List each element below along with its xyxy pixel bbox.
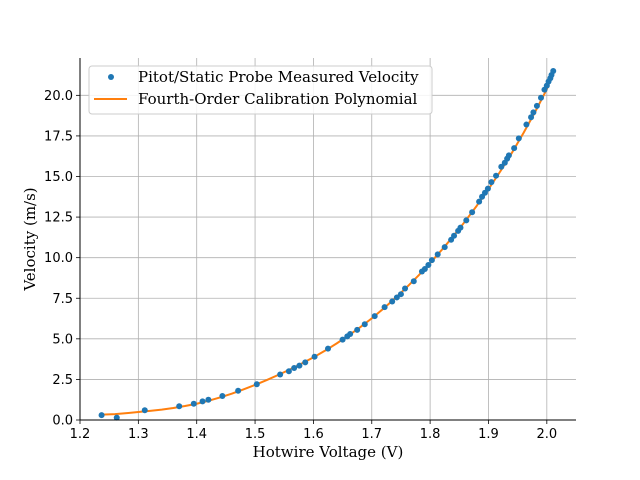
- measured-velocity-point: [325, 345, 331, 352]
- y-tick-label: 10.0: [44, 251, 73, 266]
- measured-velocity-point: [361, 321, 368, 328]
- y-axis-label: Velocity (m/s): [21, 187, 39, 291]
- measured-velocity-point: [302, 359, 309, 366]
- legend-marker-points: [108, 74, 114, 80]
- measured-velocity-point: [393, 294, 400, 301]
- measured-velocity-point: [511, 145, 518, 152]
- points-layer: [98, 67, 557, 421]
- measured-velocity-point: [219, 392, 226, 399]
- measured-velocity-point: [311, 353, 318, 360]
- measured-velocity-point: [389, 298, 396, 305]
- measured-velocity-point: [428, 257, 435, 264]
- measured-velocity-point: [291, 365, 298, 372]
- x-tick-label: 1.3: [128, 427, 149, 442]
- y-tick-label: 12.5: [44, 211, 73, 226]
- legend: Pitot/Static Probe Measured Velocity Fou…: [88, 65, 433, 115]
- legend-entry-measured: Pitot/Static Probe Measured Velocity: [138, 68, 419, 86]
- measured-velocity-point: [205, 396, 212, 403]
- measured-velocity-point: [425, 261, 432, 268]
- measured-velocity-point: [463, 217, 470, 224]
- measured-velocity-point: [530, 109, 537, 116]
- x-tick-label: 1.7: [361, 427, 382, 442]
- measured-velocity-point: [354, 326, 361, 333]
- measured-velocity-point: [515, 135, 522, 142]
- y-tick-label: 17.5: [44, 129, 73, 144]
- y-tick-label: 0.0: [52, 414, 73, 429]
- measured-velocity-point: [484, 185, 491, 192]
- measured-velocity-point: [253, 381, 260, 388]
- x-tick-label: 1.4: [186, 427, 207, 442]
- measured-velocity-point: [235, 387, 242, 394]
- measured-velocity-point: [498, 163, 505, 170]
- measured-velocity-point: [402, 285, 409, 292]
- measured-velocity-point: [410, 278, 417, 285]
- x-tick-label: 2.0: [536, 427, 557, 442]
- measured-velocity-point: [505, 152, 512, 159]
- x-tick-label: 1.8: [420, 427, 441, 442]
- measured-velocity-point: [457, 224, 464, 231]
- measured-velocity-point: [176, 403, 183, 410]
- measured-velocity-point: [397, 291, 404, 298]
- measured-velocity-point: [441, 244, 448, 251]
- measured-velocity-point: [296, 362, 303, 369]
- axes: [79, 58, 576, 421]
- x-tick-label: 1.9: [478, 427, 499, 442]
- legend-entry-polynomial: Fourth-Order Calibration Polynomial: [138, 90, 418, 108]
- measured-velocity-point: [98, 412, 105, 419]
- measured-velocity-point: [451, 232, 458, 239]
- y-tick-label: 15.0: [44, 170, 73, 185]
- x-tick-label: 1.2: [70, 427, 91, 442]
- y-tick-label: 7.5: [52, 292, 73, 307]
- measured-velocity-point: [277, 371, 284, 378]
- x-tick-label: 1.6: [303, 427, 324, 442]
- measured-velocity-point: [347, 330, 354, 337]
- measured-velocity-point: [421, 266, 428, 273]
- measured-velocity-point: [113, 414, 120, 421]
- measured-velocity-point: [550, 67, 557, 74]
- measured-velocity-point: [339, 336, 346, 343]
- measured-velocity-point: [469, 209, 476, 216]
- measured-velocity-point: [285, 368, 292, 375]
- ticks: 1.2 1.3 1.4 1.5 1.6 1.7 1.8 1.9 2.0 0.0 2.5 5.0 7.5 1…: [44, 89, 557, 442]
- measured-velocity-point: [533, 102, 540, 109]
- measured-velocity-point: [488, 179, 495, 186]
- x-tick-label: 1.5: [245, 427, 266, 442]
- measured-velocity-point: [190, 400, 197, 407]
- measured-velocity-point: [493, 172, 500, 179]
- measured-velocity-point: [528, 114, 535, 121]
- measured-velocity-point: [141, 407, 148, 414]
- y-tick-label: 20.0: [44, 89, 73, 104]
- x-axis-label: Hotwire Voltage (V): [253, 443, 404, 461]
- measured-velocity-point: [476, 198, 483, 205]
- measured-velocity-point: [537, 94, 544, 101]
- measured-velocity-point: [199, 398, 206, 405]
- measured-velocity-point: [523, 121, 530, 128]
- legend-box: [88, 65, 433, 115]
- measured-velocity-point: [371, 313, 378, 320]
- y-tick-label: 5.0: [52, 332, 73, 347]
- y-tick-label: 2.5: [52, 373, 73, 388]
- measured-velocity-point: [434, 251, 441, 258]
- measured-velocity-point: [381, 304, 388, 311]
